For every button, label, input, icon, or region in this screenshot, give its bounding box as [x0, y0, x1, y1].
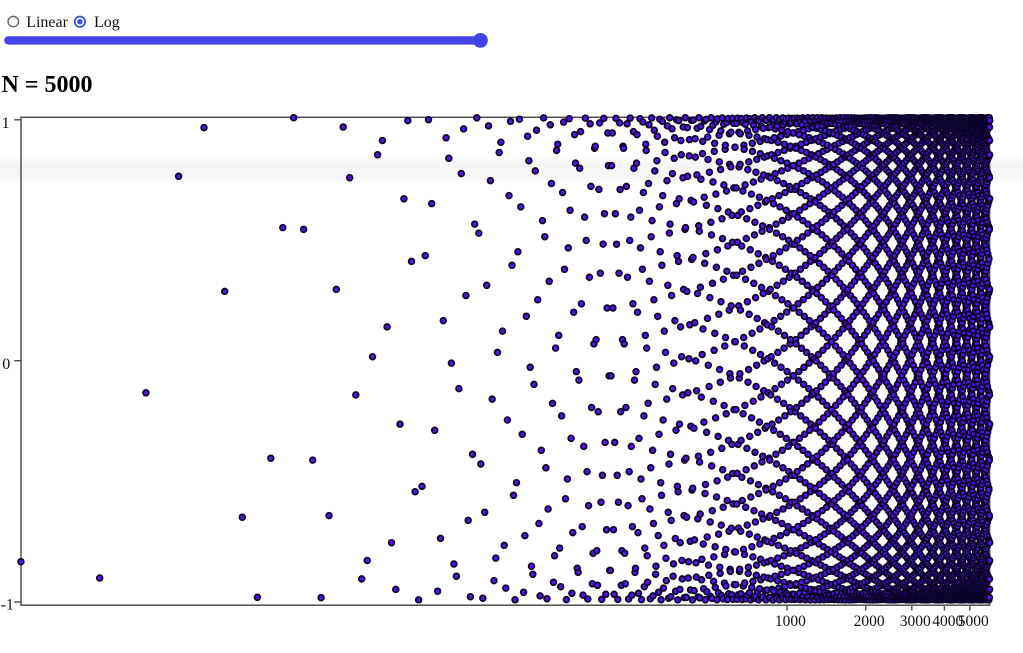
svg-text:5000: 5000	[958, 613, 989, 630]
svg-text:4000: 4000	[932, 613, 963, 630]
svg-text:1000: 1000	[775, 613, 806, 630]
svg-text:Log: Log	[94, 14, 120, 31]
svg-text:1: 1	[2, 115, 10, 132]
svg-text:0: 0	[2, 356, 10, 373]
svg-text:-1: -1	[1, 597, 14, 614]
svg-text:3000: 3000	[900, 613, 931, 630]
svg-text:Linear: Linear	[26, 14, 68, 31]
svg-text:N = 5000: N = 5000	[2, 72, 93, 98]
svg-text:2000: 2000	[854, 613, 885, 630]
